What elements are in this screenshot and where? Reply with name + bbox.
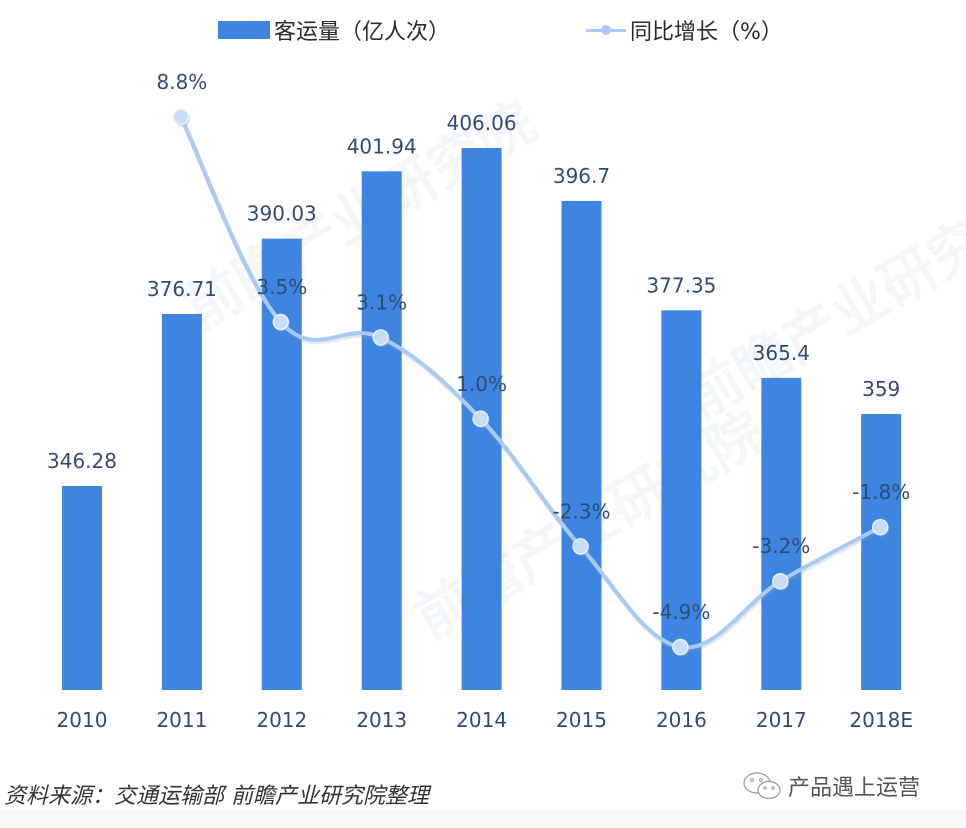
line-marker-2015: [572, 538, 589, 555]
x-tick-label: 2017: [756, 708, 807, 732]
legend-label: 客运量（亿人次）: [274, 20, 451, 45]
x-tick-label: 2010: [57, 708, 108, 732]
growth-value-label: -3.2%: [752, 534, 810, 558]
line-marker-2011: [172, 108, 190, 126]
x-tick-label: 2018E: [849, 708, 913, 732]
svg-text:前瞻产业研究院: 前瞻产业研究院: [675, 180, 966, 432]
bar-2016: [661, 310, 702, 690]
bar-value-labels: 346.28 376.71 390.03 401.94 406.06 396.7 377.3…: [47, 111, 900, 473]
bar-value-label: 359: [862, 377, 900, 401]
growth-value-label: 1.0%: [456, 372, 507, 396]
bar-2011: [161, 313, 202, 690]
bar-value-label: 346.28: [47, 449, 117, 473]
brand-logo: 产品遇上运营: [742, 770, 920, 802]
bars: [62, 148, 902, 691]
growth-value-labels: 8.8% 3.5% 3.1% 1.0% -2.3% -4.9% -3.2% -1.8%: [156, 70, 910, 624]
legend-label: 同比增长（%）: [630, 20, 783, 45]
brand-name: 产品遇上运营: [788, 776, 921, 801]
bar-value-label: 406.06: [447, 111, 517, 135]
bar-2018E: [861, 414, 902, 690]
source-note: 资料来源：交通运输部 前瞻产业研究院整理: [4, 784, 429, 809]
legend-item-passenger-volume[interactable]: 客运量（亿人次）: [218, 14, 450, 46]
x-tick-label: 2016: [656, 708, 707, 732]
bar-2010: [62, 486, 102, 690]
x-tick-label: 2015: [556, 708, 607, 732]
wechat-icon: [743, 772, 781, 800]
bar-2017: [761, 377, 802, 690]
growth-value-label: 3.1%: [356, 291, 407, 315]
growth-value-label: -1.8%: [852, 480, 910, 504]
bar-2015: [561, 200, 602, 690]
bar-value-label: 390.03: [247, 202, 317, 226]
bar-value-label: 396.7: [553, 164, 610, 188]
bar-swatch-icon: [218, 21, 270, 39]
line-marker-swatch-icon: [586, 21, 626, 39]
x-tick-label: 2013: [356, 708, 407, 732]
line-marker-2017: [772, 572, 789, 590]
bottom-strip: [0, 810, 966, 828]
bar-2013: [361, 171, 402, 691]
growth-value-label: -2.3%: [552, 499, 610, 523]
x-tick-label: 2012: [256, 708, 307, 732]
x-axis-labels: 2010 2011 2012 2013 2014 2015 2016 2017 2018E: [57, 708, 913, 732]
bar-value-label: 376.71: [147, 277, 217, 301]
growth-value-label: -4.9%: [652, 600, 710, 624]
x-tick-label: 2011: [156, 708, 207, 732]
growth-line: [172, 108, 890, 657]
growth-value-label: 8.8%: [156, 70, 207, 94]
line-marker-2016: [672, 638, 689, 656]
bar-value-label: 377.35: [646, 273, 716, 297]
line-marker-2014: [472, 410, 489, 428]
bar-value-label: 365.4: [753, 341, 810, 365]
legend: 客运量（亿人次） 同比增长（%）: [0, 14, 966, 46]
line-marker-2018E: [871, 518, 889, 536]
growth-value-label: 3.5%: [256, 275, 307, 299]
x-tick-label: 2014: [456, 708, 507, 732]
legend-item-yoy-growth[interactable]: 同比增长（%）: [586, 14, 783, 46]
line-marker-2012: [272, 313, 290, 331]
line-marker-2013: [372, 329, 389, 346]
bar-value-label: 401.94: [347, 134, 417, 158]
